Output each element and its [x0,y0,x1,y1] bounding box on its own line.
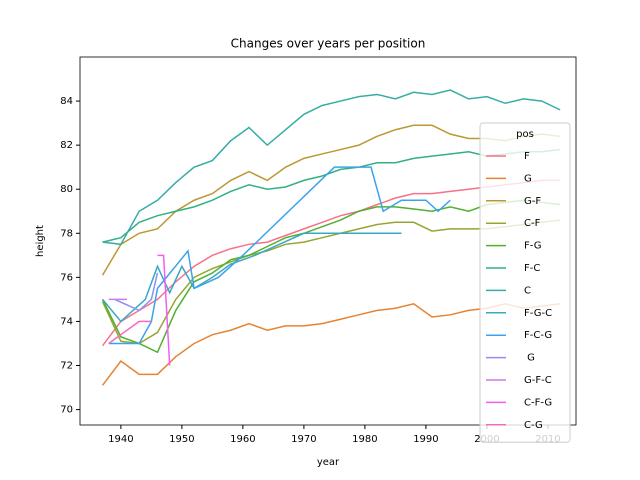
plot-frame [79,56,577,426]
legend-label: G-F-C [524,375,552,386]
x-tick-label: 1960 [230,434,255,445]
y-tick-label: 70 [60,405,73,416]
y-tick-label: 72 [60,361,73,372]
x-tick-label: 1990 [413,434,438,445]
legend-label: C-G [524,420,543,431]
legend-label: C-F-G [524,397,552,408]
legend-label: C [524,285,531,296]
y-axis-label: height [35,225,46,257]
y-tick-label: 80 [60,184,73,195]
series-line [108,320,152,345]
legend-label: F-C [524,263,540,274]
legend-frame [479,122,571,443]
legend-label: G [524,173,532,184]
series-line [101,232,402,323]
legend-label: G-F [524,196,541,207]
y-tick-label: 74 [60,316,73,327]
x-tick-label: 1980 [352,434,377,445]
y-tick-label: 78 [60,228,73,239]
legend-label: F-C-G [524,330,552,341]
x-tick-label: 1970 [291,434,316,445]
y-tick-label: 76 [60,272,73,283]
series-line [102,89,561,246]
x-axis-label: year [317,457,340,468]
series-line [108,166,451,345]
series-line [114,272,159,312]
legend-label: G [524,353,535,364]
x-tick-label: 1950 [169,434,194,445]
legend-label: F [524,151,530,162]
series-line [157,254,171,366]
legend-label: F-G [524,241,541,252]
chart-title: Changes over years per position [231,37,426,51]
legend-label: C-F [524,218,541,229]
legend-title: pos [516,129,534,140]
y-tick-label: 84 [60,96,73,107]
y-tick-label: 82 [60,140,73,151]
legend-label: F-G-C [524,308,552,319]
x-tick-label: 1940 [108,434,133,445]
